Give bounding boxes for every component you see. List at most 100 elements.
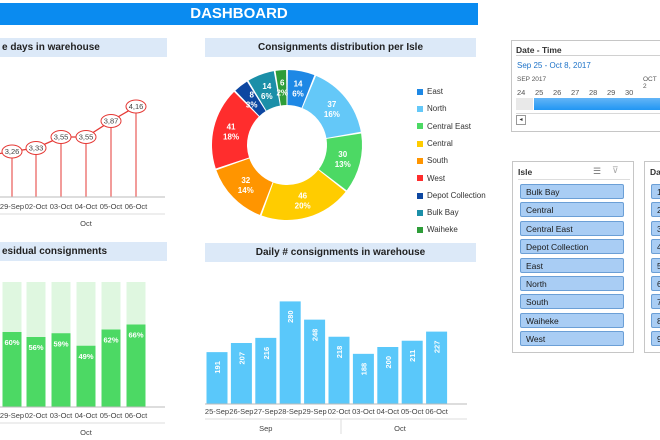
date-item[interactable]: 5 <box>651 257 660 273</box>
slice-percent: 14% <box>238 186 254 195</box>
legend-item: North <box>417 104 447 113</box>
slice-percent: 2% <box>276 89 288 98</box>
date-item[interactable]: 2 <box>651 202 660 218</box>
isle-item[interactable]: North <box>520 276 624 291</box>
bar-label: 188 <box>359 363 368 376</box>
data-point: 3,87 <box>100 114 122 128</box>
slice-percent: 3% <box>246 101 258 110</box>
legend-swatch <box>417 106 423 113</box>
scroll-left-icon[interactable]: ◂ <box>516 115 526 125</box>
legend-item: South <box>417 156 448 165</box>
bar <box>26 337 46 407</box>
point-marker <box>100 114 122 128</box>
data-point: 3,55 <box>50 130 72 144</box>
data-point: 4,16 <box>125 99 147 114</box>
isle-item[interactable]: Waiheke <box>520 312 624 328</box>
isle-item[interactable]: Central East <box>520 220 624 236</box>
timeline-day[interactable]: 26 <box>553 88 562 97</box>
point-marker <box>75 130 97 144</box>
bar-label: 66% <box>128 331 143 340</box>
timeline-day[interactable]: 27 <box>571 88 580 97</box>
bar <box>426 331 448 404</box>
date-item[interactable]: 1 <box>651 184 660 199</box>
date-item[interactable]: 4 <box>651 239 660 255</box>
bar-label: 191 <box>213 361 222 374</box>
slice-percent: 6% <box>292 90 304 99</box>
legend-label: South <box>427 156 448 166</box>
date-slicer[interactable]: Da 1 2 3 4 5 6 7 8 9 <box>644 161 660 353</box>
tick-label: 29-Sep <box>0 202 24 211</box>
tick-label: 05-Oct <box>100 202 123 211</box>
bar <box>377 347 399 404</box>
bar-label: 227 <box>433 341 442 354</box>
bar-label: 211 <box>408 350 417 362</box>
date-item[interactable]: 8 <box>651 312 660 328</box>
bar <box>101 329 121 407</box>
date-item[interactable]: 7 <box>651 294 660 310</box>
timeline-day[interactable]: 28 <box>589 88 598 97</box>
isle-item[interactable]: Bulk Bay <box>520 184 624 199</box>
legend-item: East <box>417 87 443 96</box>
timeline-day[interactable]: 25 <box>535 88 544 97</box>
legend-item: Waiheke <box>417 225 458 234</box>
tick-label: 05-Oct <box>401 407 424 416</box>
isle-item[interactable]: South <box>520 294 624 310</box>
tick-label: 04-Oct <box>377 407 400 416</box>
isle-item[interactable]: East <box>520 257 624 273</box>
tick-label: 06-Oct <box>425 407 448 416</box>
legend-item: West <box>417 174 445 183</box>
timeline-selection-bar[interactable] <box>534 98 660 110</box>
tick-label: 04-Oct <box>75 411 98 420</box>
legend-label: Depot Collection <box>427 190 486 200</box>
multi-select-icon[interactable]: ☰ <box>593 166 602 176</box>
donut-slice <box>235 81 266 116</box>
donut-slice <box>275 70 287 106</box>
bar-label: 200 <box>384 356 393 369</box>
bar-label: 59% <box>53 339 68 348</box>
legend-item: Bulk Bay <box>417 208 459 217</box>
timeline-day[interactable]: 30 <box>625 88 634 97</box>
tick-label: 02-Oct <box>25 411 48 420</box>
bar-label: 60% <box>4 338 19 347</box>
legend-swatch <box>417 140 423 147</box>
timeline-slicer[interactable]: Date - Time Sep 25 - Oct 8, 2017 SEP 201… <box>511 40 660 132</box>
timeline-unselected[interactable] <box>516 98 533 110</box>
bar-label: 49% <box>78 352 93 361</box>
isle-slicer-title: Isle <box>518 167 533 177</box>
slice-value: 41 <box>227 123 236 132</box>
bar <box>304 319 326 404</box>
tick-label: 03-Oct <box>352 407 375 416</box>
timeline-day[interactable]: 24 <box>517 88 526 97</box>
slice-value: 14 <box>294 80 303 89</box>
isle-item[interactable]: Depot Collection <box>520 239 624 255</box>
data-label: 3,55 <box>54 133 69 142</box>
timeline-day[interactable]: 29 <box>607 88 616 97</box>
data-label: 3,26 <box>5 147 20 156</box>
legend-label: East <box>427 87 444 96</box>
slice-value: 46 <box>298 191 307 200</box>
slice-value: 6 <box>280 79 285 88</box>
data-point: 3,26 <box>1 144 23 159</box>
tick-label: 06-Oct <box>125 411 148 420</box>
clear-filter-icon[interactable]: ⊽ <box>612 165 619 175</box>
tick-label: 27-Sep <box>254 407 278 416</box>
bar <box>352 353 374 404</box>
timeline-month-oct: OCT 2 <box>643 76 657 90</box>
donut-slice <box>212 91 259 169</box>
legend-swatch <box>417 175 423 182</box>
date-item[interactable]: 6 <box>651 276 660 291</box>
bar <box>76 345 96 407</box>
legend-item: Central <box>417 139 453 148</box>
isle-item[interactable]: West <box>520 331 624 347</box>
data-label: 4,16 <box>129 102 144 111</box>
date-item[interactable]: 3 <box>651 220 660 236</box>
tick-label: 03-Oct <box>50 202 73 211</box>
point-marker <box>125 99 147 114</box>
legend-swatch <box>417 88 423 95</box>
isle-item[interactable]: Central <box>520 202 624 218</box>
date-item[interactable]: 9 <box>651 331 660 347</box>
timeline-month-sep: SEP 2017 <box>517 76 547 83</box>
isle-slicer[interactable]: Isle ☰ ⊽ Bulk Bay Central Central East Depo… <box>512 161 634 353</box>
bar-label: 207 <box>237 352 246 365</box>
